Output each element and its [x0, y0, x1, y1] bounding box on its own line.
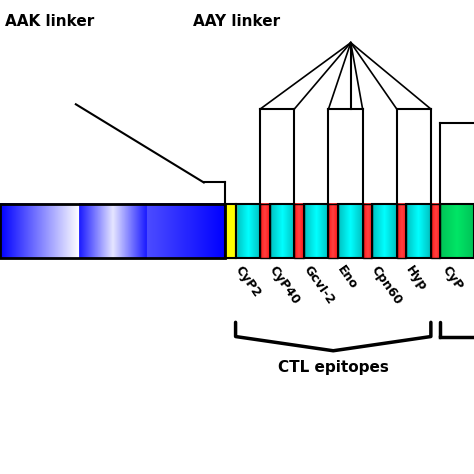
Bar	[0, 204, 225, 258]
Bar	[225, 204, 236, 258]
Bar	[431, 204, 440, 258]
Bar	[225, 204, 236, 258]
Bar	[328, 204, 338, 258]
Text: AAY linker: AAY linker	[193, 14, 281, 29]
Text: Cpn60: Cpn60	[369, 263, 405, 307]
Text: CyP40: CyP40	[266, 263, 302, 307]
Bar	[270, 204, 294, 258]
Text: GcvI-2: GcvI-2	[301, 263, 337, 307]
Bar	[372, 204, 397, 258]
Text: CTL epitopes: CTL epitopes	[278, 360, 389, 375]
Bar	[304, 204, 328, 258]
Text: CyP: CyP	[440, 263, 465, 292]
Text: AAK linker: AAK linker	[5, 14, 94, 29]
Text: CyP2: CyP2	[232, 263, 263, 299]
Text: Eno: Eno	[335, 263, 360, 292]
Bar	[406, 204, 431, 258]
Bar	[260, 204, 270, 258]
Bar	[440, 204, 474, 258]
Text: Hyp: Hyp	[403, 263, 429, 293]
Bar	[294, 204, 304, 258]
Bar	[363, 204, 372, 258]
Bar	[397, 204, 406, 258]
Bar	[236, 204, 260, 258]
Bar	[338, 204, 363, 258]
